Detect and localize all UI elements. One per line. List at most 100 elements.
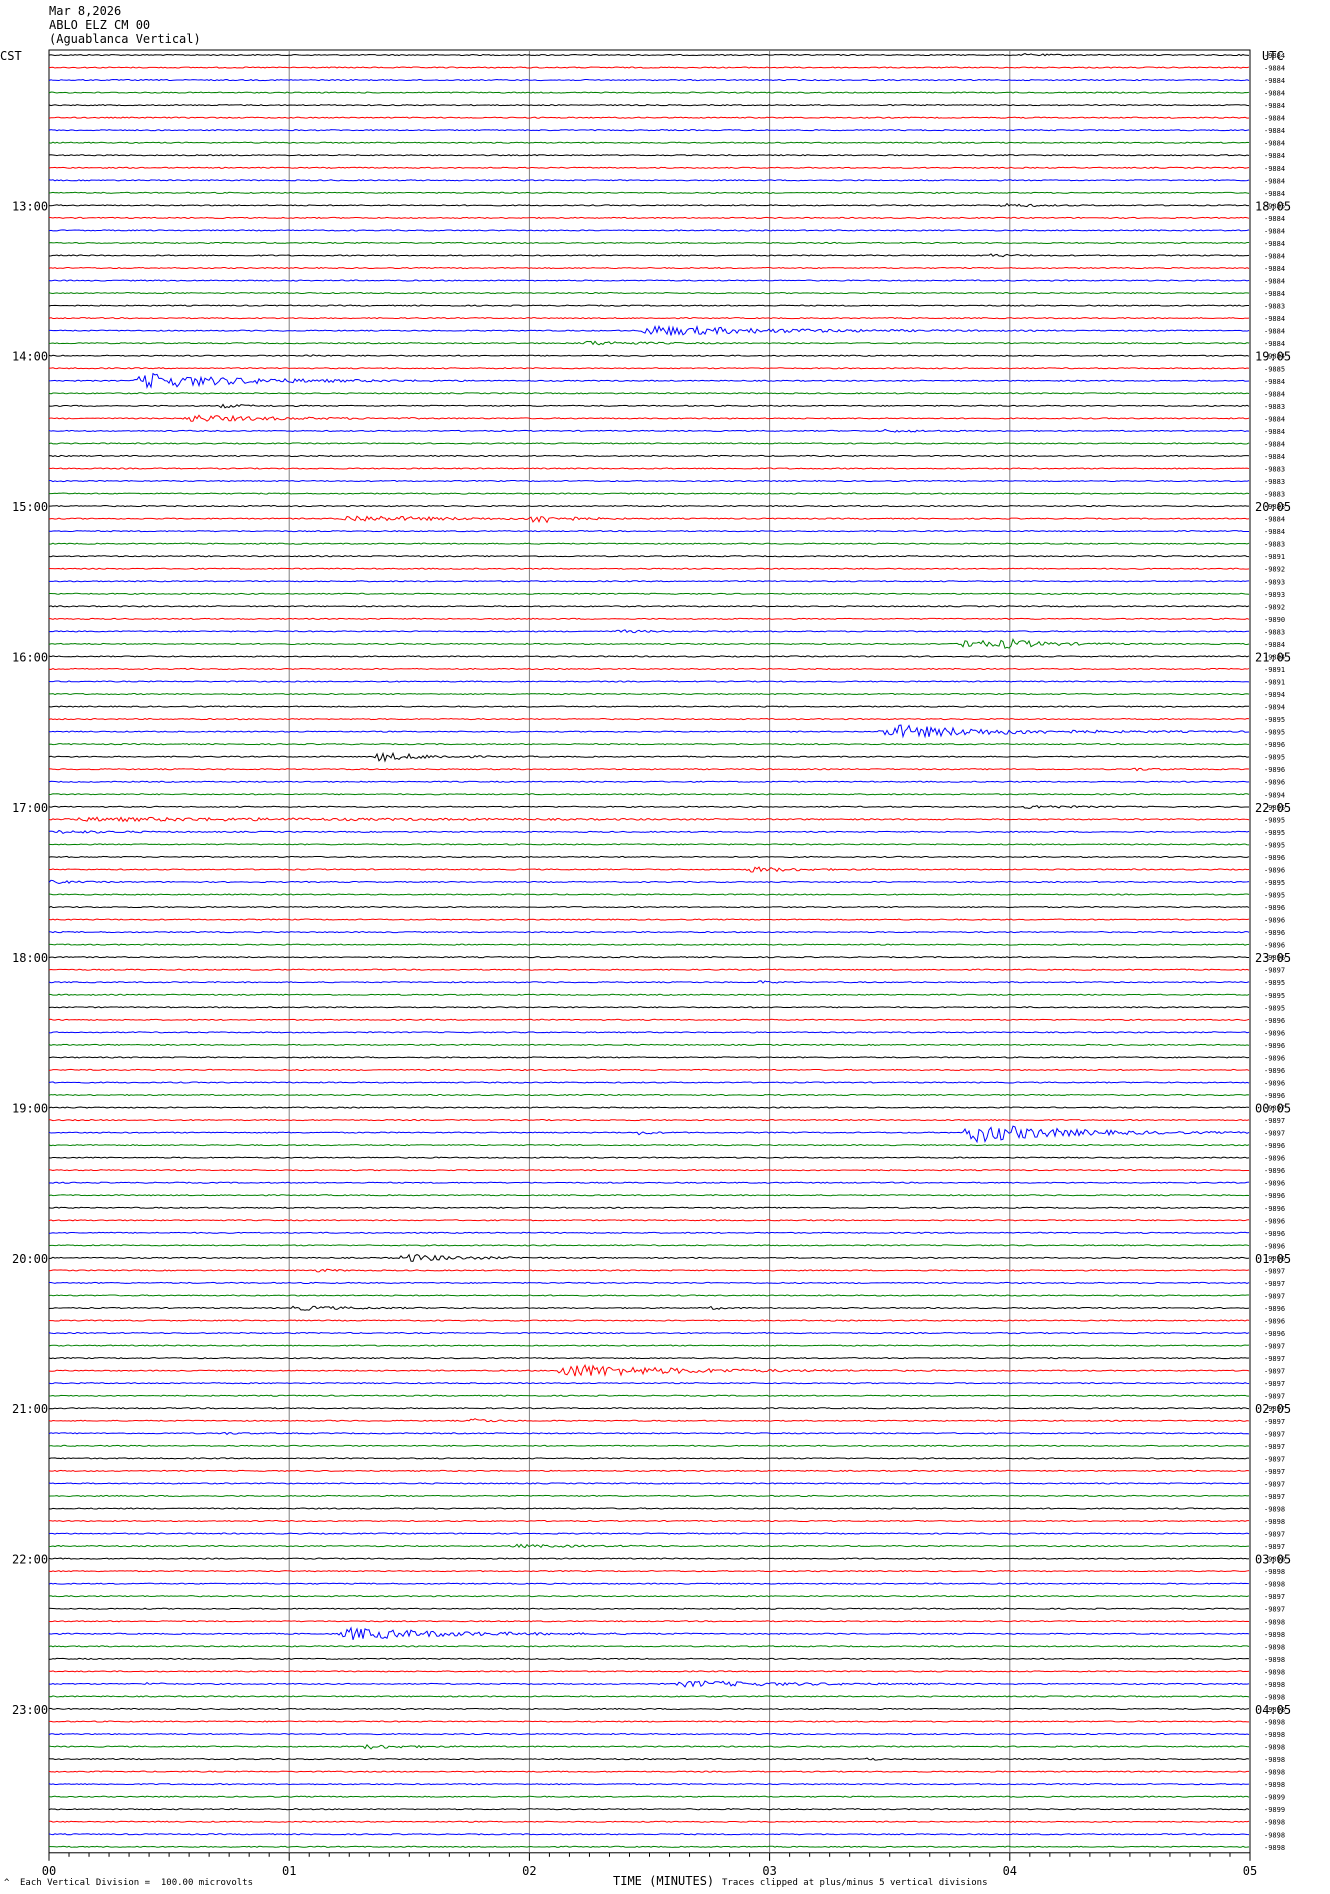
row-offset-label-102: -9896	[1264, 1330, 1285, 1338]
right-hour-label-9: 03:05	[1255, 1553, 1291, 1567]
row-offset-label-77: -9896	[1264, 1017, 1285, 1025]
trace-row-65	[48, 866, 1250, 873]
row-offset-label-134: -9898	[1264, 1731, 1285, 1739]
x-tick-label-05: 05	[1243, 1864, 1257, 1878]
row-offset-label-45: -9890	[1264, 616, 1285, 624]
header-station: ABLO ELZ CM 00	[49, 18, 151, 32]
row-offset-label-80: -9896	[1264, 1054, 1285, 1062]
row-offset-label-72: -9896	[1264, 954, 1285, 962]
trace-row-78	[48, 1031, 1250, 1034]
trace-row-38	[48, 530, 1250, 533]
trace-row-12	[48, 202, 1250, 208]
trace-row-60	[48, 804, 1250, 810]
trace-row-85	[48, 1118, 1250, 1122]
row-offset-label-92: -9896	[1264, 1205, 1285, 1213]
trace-row-98	[48, 1281, 1250, 1285]
row-offset-label-12: -9885	[1264, 202, 1285, 210]
trace-row-122	[48, 1582, 1250, 1585]
row-offset-label-83: -9896	[1264, 1092, 1285, 1100]
trace-row-105	[48, 1364, 1250, 1377]
row-offset-label-133: -9898	[1264, 1718, 1285, 1726]
x-tick-label-00: 00	[42, 1864, 56, 1878]
right-axis-label: UTC	[1262, 49, 1284, 63]
trace-row-86	[48, 1125, 1250, 1144]
row-offset-label-96: -9896	[1264, 1255, 1285, 1263]
row-offset-label-11: -9884	[1264, 190, 1285, 198]
row-offset-label-13: -9884	[1264, 215, 1285, 223]
row-offset-label-73: -9897	[1264, 967, 1285, 975]
row-offset-label-35: -9883	[1264, 491, 1285, 499]
trace-row-62	[48, 829, 1250, 835]
trace-row-26	[48, 372, 1250, 389]
row-offset-label-30: -9884	[1264, 428, 1285, 436]
trace-row-76	[48, 1006, 1250, 1009]
row-offset-label-78: -9896	[1264, 1029, 1285, 1037]
row-offset-label-33: -9883	[1264, 465, 1285, 473]
row-offset-label-123: -9897	[1264, 1593, 1285, 1601]
trace-row-71	[48, 943, 1250, 946]
trace-row-8	[48, 154, 1250, 157]
row-offset-label-50: -9891	[1264, 679, 1285, 687]
row-offset-label-66: -9895	[1264, 879, 1285, 887]
trace-row-54	[48, 724, 1250, 739]
trace-row-97	[48, 1268, 1250, 1273]
row-offset-label-131: -9898	[1264, 1693, 1285, 1701]
trace-row-103	[48, 1344, 1250, 1347]
trace-row-120	[48, 1557, 1250, 1560]
trace-row-125	[48, 1620, 1250, 1623]
trace-row-9	[48, 166, 1250, 169]
trace-row-79	[48, 1043, 1250, 1046]
header-location: (Aguablanca Vertical)	[49, 32, 201, 46]
row-offset-label-85: -9897	[1264, 1117, 1285, 1125]
row-offset-label-141: -9898	[1264, 1819, 1285, 1827]
right-hour-label-10: 04:05	[1255, 1703, 1291, 1717]
trace-row-110	[48, 1432, 1250, 1436]
trace-row-67	[48, 893, 1250, 896]
trace-row-90	[48, 1181, 1250, 1184]
trace-row-104	[48, 1357, 1250, 1360]
row-offset-label-10: -9884	[1264, 177, 1285, 185]
trace-row-52	[48, 705, 1250, 708]
right-hour-label-6: 00:05	[1255, 1102, 1291, 1116]
trace-row-36	[49, 505, 1250, 508]
trace-row-24	[48, 354, 1250, 357]
trace-row-70	[48, 931, 1250, 934]
trace-row-100	[48, 1305, 1250, 1311]
trace-row-15	[48, 241, 1250, 245]
trace-row-126	[48, 1626, 1250, 1640]
row-offset-label-40: -9891	[1264, 553, 1285, 561]
row-offset-label-139: -9899	[1264, 1794, 1285, 1802]
row-offset-label-119: -9897	[1264, 1543, 1285, 1551]
row-offset-label-17: -9884	[1264, 265, 1285, 273]
x-tick-label-01: 01	[282, 1864, 296, 1878]
left-hour-label-10: 23:00	[12, 1703, 48, 1717]
trace-row-28	[48, 403, 1250, 409]
row-offset-label-41: -9892	[1264, 566, 1285, 574]
row-offset-label-120: -9898	[1264, 1556, 1285, 1564]
row-offset-label-34: -9883	[1264, 478, 1285, 486]
trace-row-13	[48, 216, 1250, 219]
trace-row-114	[48, 1482, 1250, 1485]
trace-row-35	[48, 492, 1250, 495]
x-axis-title: TIME (MINUTES)	[613, 1874, 715, 1888]
trace-row-107	[48, 1394, 1250, 1397]
trace-row-118	[48, 1532, 1250, 1535]
row-offset-label-68: -9896	[1264, 904, 1285, 912]
trace-row-138	[48, 1783, 1250, 1786]
row-offset-label-20: -9883	[1264, 303, 1285, 311]
trace-row-64	[48, 855, 1250, 858]
trace-row-140	[48, 1808, 1250, 1811]
row-offset-label-94: -9896	[1264, 1230, 1285, 1238]
row-offset-label-110: -9897	[1264, 1430, 1285, 1438]
row-offset-label-22: -9884	[1264, 328, 1285, 336]
row-offset-label-1: -9884	[1264, 65, 1285, 73]
trace-row-2	[48, 78, 1250, 82]
trace-row-27	[48, 392, 1250, 395]
trace-row-109	[48, 1418, 1250, 1423]
row-offset-label-106: -9897	[1264, 1380, 1285, 1388]
trace-row-130	[48, 1680, 1250, 1688]
row-offset-label-16: -9884	[1264, 252, 1285, 260]
row-offset-label-84: -9897	[1264, 1105, 1285, 1113]
row-offset-label-7: -9884	[1264, 140, 1285, 148]
row-offset-label-8: -9884	[1264, 152, 1285, 160]
